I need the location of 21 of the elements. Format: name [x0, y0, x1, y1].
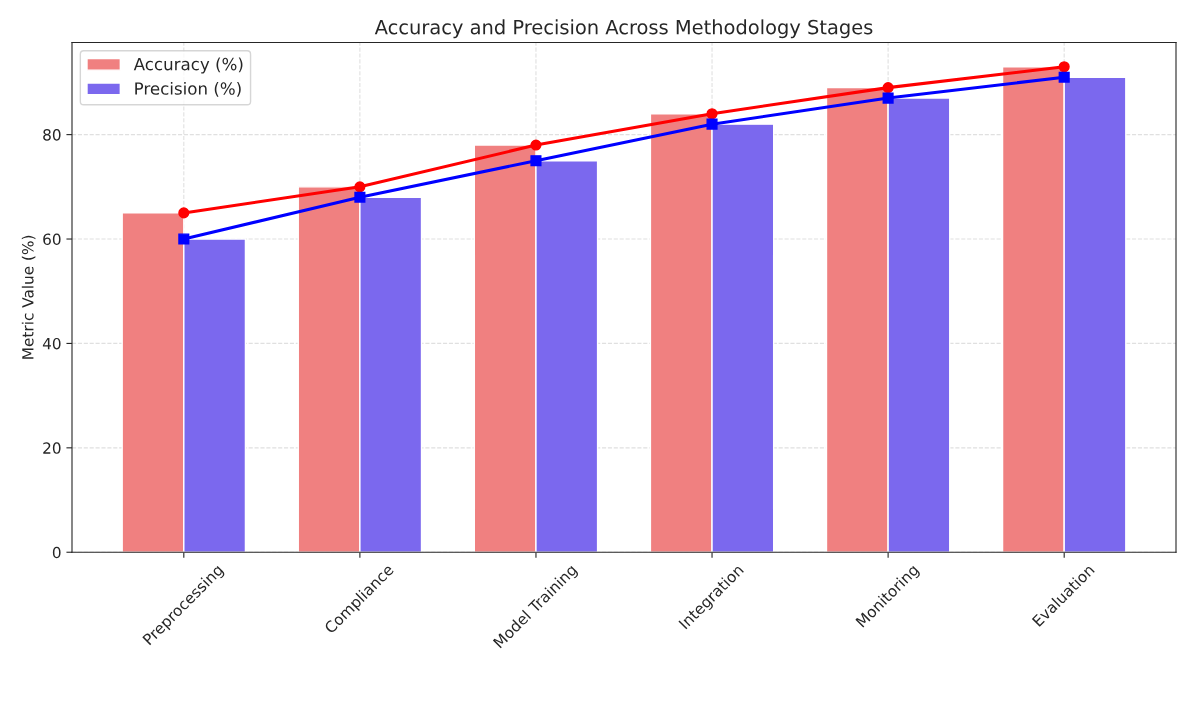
point — [178, 207, 190, 219]
y-tick-label: 0 — [52, 546, 61, 559]
point — [354, 181, 366, 193]
y-tick-label: 20 — [43, 442, 61, 454]
point — [530, 155, 542, 167]
legend-label: Accuracy (%) — [133, 57, 243, 74]
point — [706, 108, 718, 120]
y-axis-title: Metric Value (%) — [21, 235, 36, 359]
y-tick-label: 60 — [43, 233, 61, 246]
y-tick-label: 80 — [43, 129, 61, 141]
point — [882, 82, 894, 94]
point — [706, 118, 718, 130]
point — [530, 139, 542, 151]
point — [1058, 71, 1070, 83]
point — [178, 233, 190, 245]
y-tick-label: 40 — [42, 337, 61, 350]
point — [1058, 61, 1070, 73]
point — [882, 92, 894, 104]
chart-title: Accuracy and Precision Across Methodology Stages — [374, 19, 873, 39]
point — [354, 191, 366, 203]
legend-label: Precision (%) — [135, 81, 241, 97]
